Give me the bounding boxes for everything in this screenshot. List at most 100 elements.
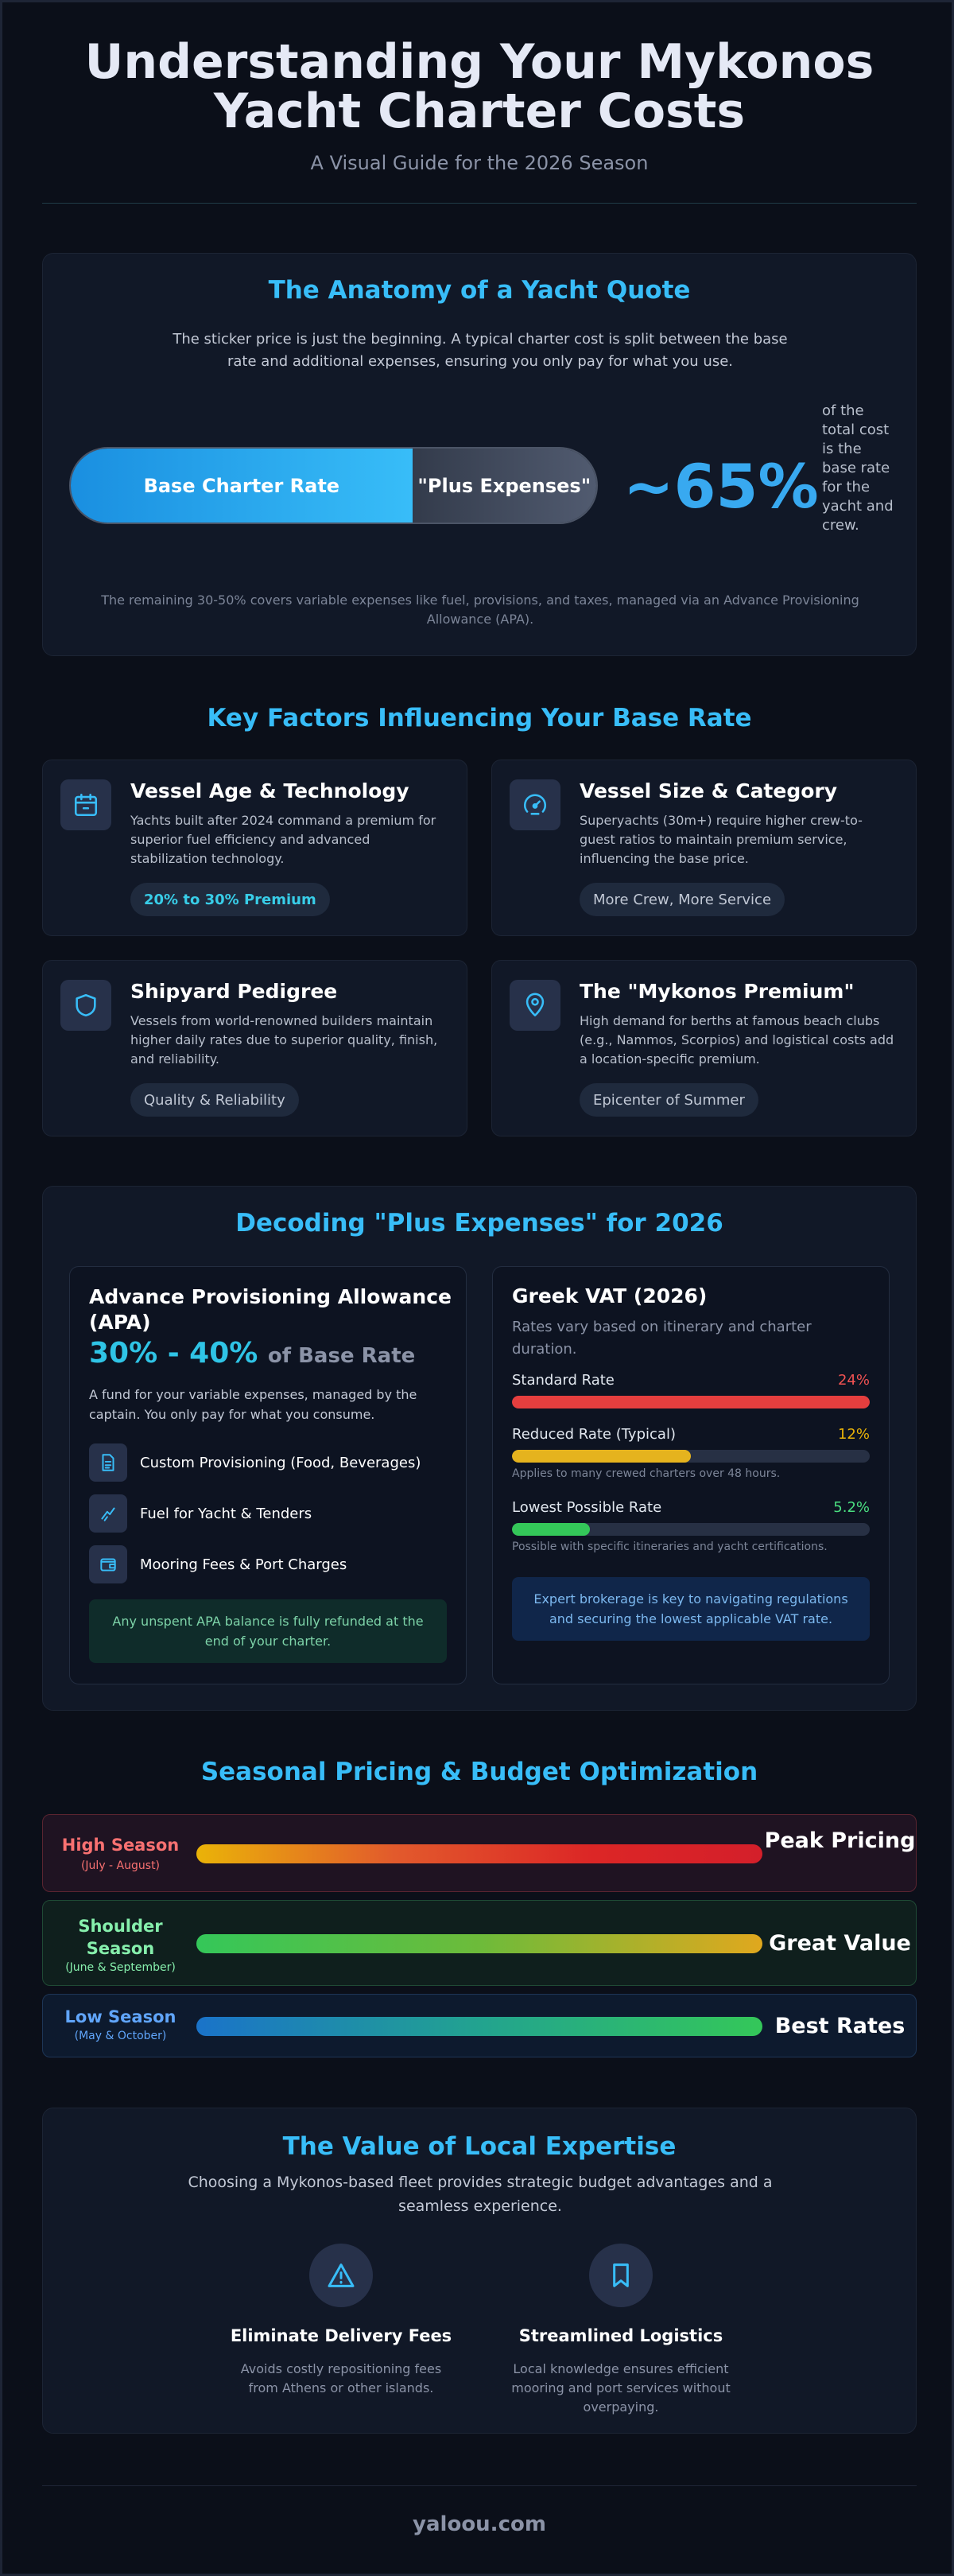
footer-divider [42,2485,917,2486]
expertise-card: The Value of Local Expertise Choosing a … [42,2108,917,2434]
vat-rate-row: Lowest Possible Rate 5.2% Possible with … [512,1499,870,1553]
apa-item: Fuel for Yacht & Tenders [89,1494,312,1533]
shield-icon [60,980,111,1031]
expenses-title: Decoding "Plus Expenses" for 2026 [235,1209,723,1237]
expenses-card: Decoding "Plus Expenses" for 2026 Advanc… [42,1186,917,1711]
apa-refund-note: Any unspent APA balance is fully refunde… [89,1599,447,1663]
vat-rate-note: Applies to many crewed charters over 48 … [512,1467,781,1480]
footer-site[interactable]: yaloou.com [413,2512,546,2536]
page-title: Understanding Your Mykonos Yacht Charter… [2,37,954,136]
vat-rate-value: 12% [837,1426,870,1443]
season-name: High Season [61,1836,180,1855]
vat-rate-row: Standard Rate 24% [512,1372,870,1408]
apa-rate-suffix: of Base Rate [267,1344,416,1368]
expertise-item-desc: Local knowledge ensures efficient moorin… [511,2361,731,2415]
factor-tag: Epicenter of Summer [580,1083,758,1117]
gauge-icon [510,779,560,830]
document-icon [89,1443,127,1482]
vat-panel: Greek VAT (2026) Rates vary based on iti… [492,1266,890,1684]
title-line-1: Understanding Your Mykonos [84,34,874,90]
base-rate-segment: Base Charter Rate [71,449,413,523]
page-subtitle: A Visual Guide for the 2026 Season [310,152,649,174]
vat-rate-fill [512,1450,691,1463]
factor-title: Vessel Size & Category [580,779,838,802]
vat-rate-fill [512,1396,870,1408]
title-line-2: Yacht Charter Costs [213,84,746,139]
apa-item: Custom Provisioning (Food, Beverages) [89,1443,421,1482]
factor-card-age: Vessel Age & Technology Yachts built aft… [42,760,467,936]
vat-rate-note: Possible with specific itineraries and y… [512,1541,828,1553]
apa-item-label: Fuel for Yacht & Tenders [140,1505,312,1522]
apa-rate-value: 30% - 40% [89,1337,258,1370]
apa-item-label: Mooring Fees & Port Charges [140,1556,347,1573]
base-rate-percent-note: of the total cost is the base rate for t… [822,402,894,534]
base-rate-percent: ~65% [623,451,819,522]
anatomy-title: The Anatomy of a Yacht Quote [268,276,691,305]
factor-card-size: Vessel Size & Category Superyachts (30m+… [491,760,917,936]
vat-rate-label: Reduced Rate (Typical) [512,1426,676,1443]
factors-title: Key Factors Influencing Your Base Rate [207,704,752,732]
apa-title: Advance Provisioning Allowance (APA) [89,1285,452,1334]
factor-tag: More Crew, More Service [580,883,785,916]
factor-desc: High demand for berths at famous beach c… [580,1013,894,1067]
season-row-shoulder: Shoulder Season (June & September) Great… [42,1900,917,1986]
apa-panel: Advance Provisioning Allowance (APA) 30%… [69,1266,467,1684]
vat-rate-label: Lowest Possible Rate [512,1499,662,1516]
season-price-bar [196,2017,762,2036]
season-row-high: High Season (July - August) Peak Pricing [42,1814,917,1892]
season-dates: (July - August) [80,1859,161,1872]
season-row-low: Low Season (May & October) Best Rates [42,1994,917,2057]
expertise-title: The Value of Local Expertise [282,2132,677,2161]
vat-rate-row: Reduced Rate (Typical) 12% Applies to ma… [512,1426,870,1480]
season-price-bar [196,1934,762,1953]
apa-rate: 30% - 40% of Base Rate [89,1337,415,1370]
season-label: Great Value [769,1931,911,1956]
vat-subtitle: Rates vary based on itinerary and charte… [512,1319,812,1358]
season-dates: (June & September) [65,1961,176,1974]
plus-expenses-segment: "Plus Expenses" [412,449,596,523]
factor-title: Vessel Age & Technology [130,779,409,802]
factor-card-mykonos: The "Mykonos Premium" High demand for be… [491,960,917,1136]
apa-item: Mooring Fees & Port Charges [89,1545,347,1583]
expertise-item-desc: Avoids costly repositioning fees from At… [240,2361,442,2395]
anatomy-footnote: The remaining 30-50% covers variable exp… [101,593,859,627]
factor-title: The "Mykonos Premium" [580,980,855,1003]
season-name: Low Season [64,2007,176,2026]
apa-item-label: Custom Provisioning (Food, Beverages) [140,1454,421,1471]
factor-tag: 20% to 30% Premium [130,883,330,916]
expertise-description: Choosing a Mykonos-based fleet provides … [188,2174,773,2215]
header-divider [42,203,917,204]
vat-brokerage-note: Expert brokerage is key to navigating re… [512,1577,870,1641]
vat-rate-label: Standard Rate [512,1372,615,1389]
calendar-icon [60,779,111,830]
season-name: Shoulder Season [78,1917,163,1958]
bookmark-icon [589,2244,653,2307]
factor-desc: Vessels from world-renowned builders mai… [130,1013,438,1067]
vat-rate-bar [512,1450,870,1463]
season-price-bar [196,1844,762,1863]
factor-card-shipyard: Shipyard Pedigree Vessels from world-ren… [42,960,467,1136]
wallet-icon [89,1545,127,1583]
cost-split-bar: Base Charter Rate "Plus Expenses" [69,447,598,524]
factor-desc: Superyachts (30m+) require higher crew-t… [580,813,863,866]
expertise-item-title: Streamlined Logistics [518,2326,723,2345]
fuel-icon [89,1494,127,1533]
vat-title: Greek VAT (2026) [512,1284,708,1307]
anatomy-card: The Anatomy of a Yacht Quote The sticker… [42,253,917,656]
map-pin-icon [510,980,560,1031]
expertise-item-title: Eliminate Delivery Fees [230,2326,452,2345]
factor-desc: Yachts built after 2024 command a premiu… [130,813,436,866]
apa-description: A fund for your variable expenses, manag… [89,1387,417,1422]
vat-rate-value: 5.2% [833,1499,870,1516]
season-dates: (May & October) [74,2030,167,2042]
seasons-title: Seasonal Pricing & Budget Optimization [200,1758,758,1786]
vat-rate-value: 24% [837,1372,870,1389]
factor-title: Shipyard Pedigree [130,980,338,1003]
vat-rate-bar [512,1523,870,1536]
vat-rate-fill [512,1523,590,1536]
factor-tag: Quality & Reliability [130,1083,299,1117]
season-label: Peak Pricing [764,1828,916,1853]
season-label: Best Rates [774,2014,906,2038]
vat-rate-bar [512,1396,870,1408]
anatomy-description: The sticker price is just the beginning.… [173,331,788,370]
